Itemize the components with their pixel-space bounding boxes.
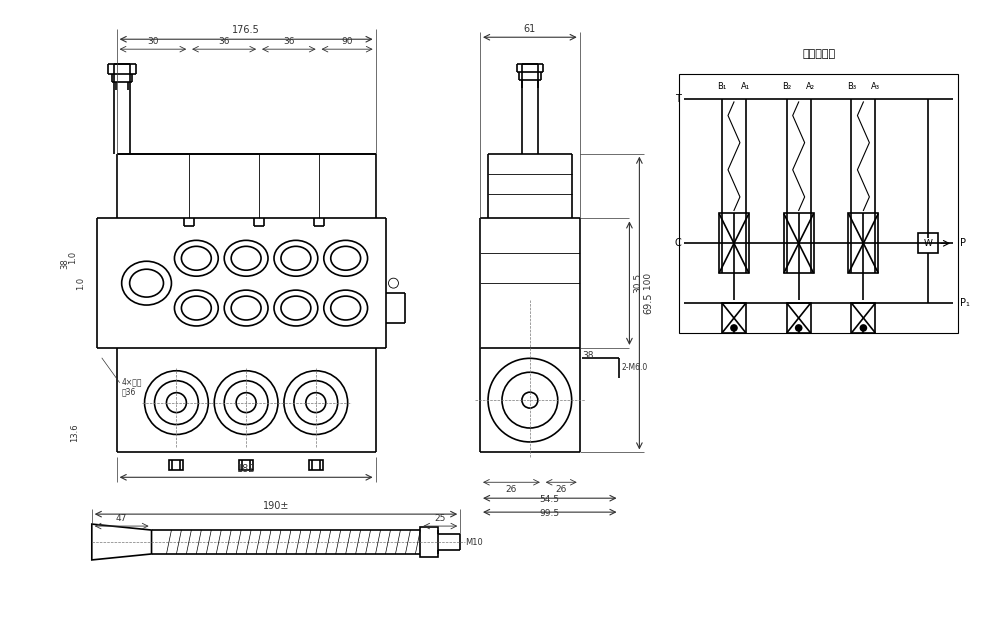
Bar xyxy=(169,460,183,470)
Text: P: P xyxy=(960,238,966,248)
Text: 30.5
 100: 30.5 100 xyxy=(633,273,653,293)
Circle shape xyxy=(796,325,802,331)
Text: P₁: P₁ xyxy=(960,298,970,308)
Bar xyxy=(719,213,749,273)
Text: 38: 38 xyxy=(60,258,69,268)
Text: 30: 30 xyxy=(147,37,159,46)
Text: 47: 47 xyxy=(116,514,127,523)
Text: A₂: A₂ xyxy=(806,82,815,91)
Bar xyxy=(239,460,253,470)
Text: 90: 90 xyxy=(341,37,353,46)
Text: 4×螺孔: 4×螺孔 xyxy=(122,378,142,387)
Text: 1.0: 1.0 xyxy=(76,277,85,290)
Text: 深36: 深36 xyxy=(122,387,136,397)
Circle shape xyxy=(860,325,866,331)
Text: B₃: B₃ xyxy=(847,82,856,91)
Bar xyxy=(309,460,323,470)
Text: 1.0: 1.0 xyxy=(68,251,77,264)
Bar xyxy=(679,74,958,333)
Text: 13.6: 13.6 xyxy=(70,423,79,442)
Text: M10: M10 xyxy=(465,537,483,546)
Text: 26: 26 xyxy=(506,486,517,494)
Circle shape xyxy=(731,325,737,331)
Text: 25: 25 xyxy=(435,514,446,523)
Bar xyxy=(851,303,875,333)
Text: 2-M6.0: 2-M6.0 xyxy=(621,363,648,372)
Text: 36: 36 xyxy=(283,37,295,46)
Bar xyxy=(787,303,811,333)
Text: 99.5: 99.5 xyxy=(540,509,560,518)
Text: B₁: B₁ xyxy=(717,82,727,91)
Text: 26: 26 xyxy=(556,486,567,494)
Text: 69.5: 69.5 xyxy=(643,292,653,314)
Text: 液压原理图: 液压原理图 xyxy=(802,49,835,59)
Text: 190±: 190± xyxy=(263,501,289,511)
Text: W: W xyxy=(924,239,933,248)
Bar xyxy=(420,527,438,557)
Text: 38: 38 xyxy=(583,351,594,360)
Bar xyxy=(722,303,746,333)
Text: 182: 182 xyxy=(237,464,255,474)
Bar xyxy=(784,213,814,273)
Text: A₃: A₃ xyxy=(871,82,880,91)
Text: C: C xyxy=(674,238,681,248)
Text: B₂: B₂ xyxy=(782,82,791,91)
Bar xyxy=(848,213,878,273)
Text: 61: 61 xyxy=(524,24,536,34)
Text: A₁: A₁ xyxy=(741,82,750,91)
Text: 176.5: 176.5 xyxy=(232,25,260,35)
Text: 36: 36 xyxy=(218,37,230,46)
Text: 54.5: 54.5 xyxy=(540,495,560,505)
Text: T: T xyxy=(675,94,681,104)
Bar xyxy=(918,234,938,253)
